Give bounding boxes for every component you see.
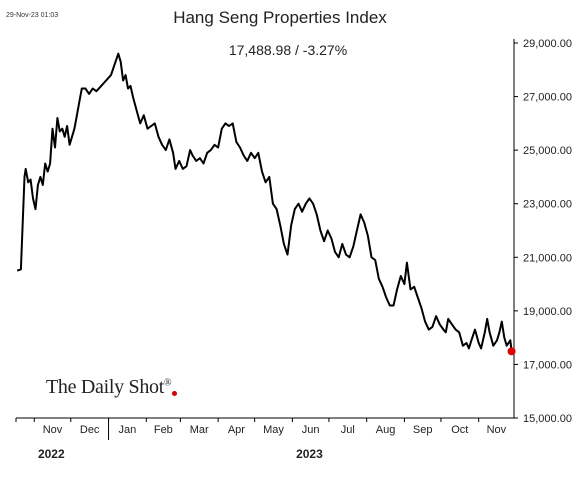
year-label: 2022 [38, 447, 65, 461]
x-tick-label: Sep [413, 424, 433, 436]
chart-subtitle: 17,488.98 / -3.27% [228, 42, 348, 58]
brand-logo: The Daily Shot® [46, 376, 178, 399]
x-tick-label: Feb [154, 424, 173, 436]
y-tick-label: 15,000.00 [523, 413, 572, 425]
brand-name: The Daily Shot [46, 376, 165, 398]
timestamp: 29-Nov-23 01:03 [6, 12, 59, 19]
brand-dot-icon [172, 391, 178, 396]
x-tick-label: Jan [119, 424, 137, 436]
x-tick-label: Dec [80, 424, 100, 436]
last-point-marker [507, 347, 516, 356]
plot-area: 15,000.00 17,000.00 19,000.00 21,000.00 23,0… [15, 38, 572, 461]
x-tick-label: Oct [451, 424, 468, 436]
y-tick-label: 25,000.00 [523, 145, 572, 157]
x-tick-label: Jul [341, 424, 355, 436]
y-tick-label: 29,000.00 [523, 38, 572, 50]
y-tick-label: 19,000.00 [523, 306, 572, 318]
chart-title: Hang Seng Properties Index [173, 8, 387, 27]
y-tick-label: 23,000.00 [523, 199, 572, 211]
year-label: 2023 [296, 447, 323, 461]
y-tick-label: 21,000.00 [523, 252, 572, 264]
x-tick-label: Nov [43, 424, 63, 436]
y-tick-label: 27,000.00 [523, 92, 572, 104]
x-tick-label: May [263, 424, 284, 436]
x-tick-label: Aug [376, 424, 396, 436]
y-tick-label: 17,000.00 [523, 359, 572, 371]
x-tick-label: Apr [228, 424, 245, 436]
series-line [16, 52, 513, 352]
x-tick-label: Jun [302, 424, 320, 436]
x-tick-label: Nov [487, 424, 507, 436]
x-tick-label: Mar [190, 424, 209, 436]
brand-registered-mark: ® [164, 377, 172, 389]
